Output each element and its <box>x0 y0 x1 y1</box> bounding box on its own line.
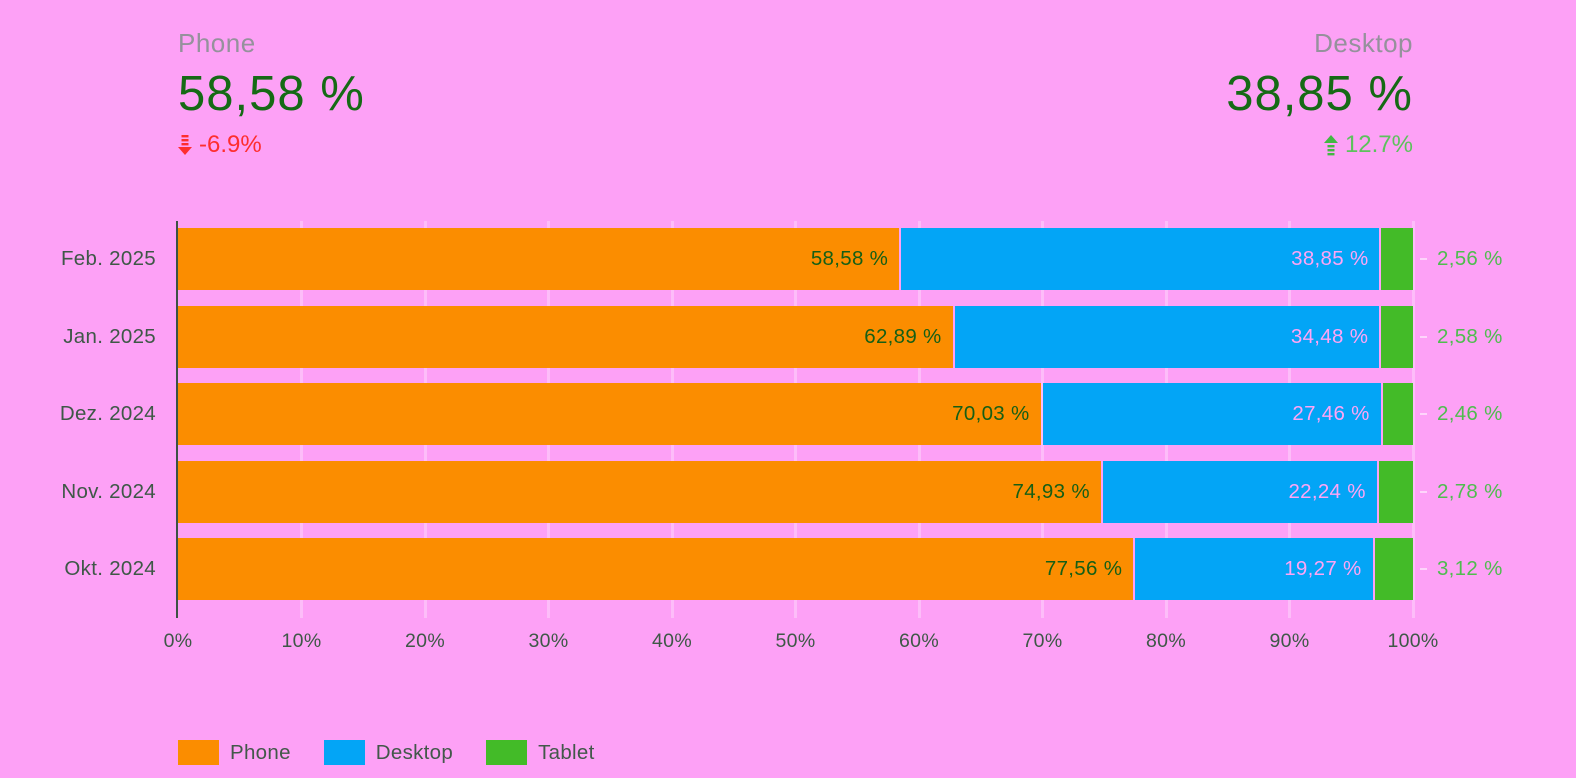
bar-value-label-phone: 62,89 % <box>864 324 942 348</box>
bar-row: 74,93 % 22,24 % 2,78 % <box>178 460 1502 523</box>
bar-value-label-desktop: 34,48 % <box>1290 324 1369 348</box>
bar-row: 62,89 % 34,48 % 2,58 % <box>178 305 1502 368</box>
legend-label: Phone <box>230 740 291 764</box>
scorecard-desktop-delta-value: 12.7% <box>1344 131 1413 158</box>
label-leader-dash <box>1420 490 1427 493</box>
x-axis-tick-label: 0% <box>163 630 193 652</box>
legend-swatch-desktop <box>323 740 365 765</box>
bar-value-label-desktop: 22,24 % <box>1288 479 1366 503</box>
bar-value-label-phone: 74,93 % <box>1012 479 1090 503</box>
label-leader-dash <box>1420 258 1427 260</box>
chart-legend: Phone Desktop Tablet <box>178 740 595 765</box>
up-arrow-icon <box>1323 134 1338 156</box>
x-axis-tick-label: 100% <box>1387 630 1439 652</box>
label-leader-dash <box>1420 335 1427 338</box>
legend-swatch-phone <box>178 740 219 765</box>
bar-segment-desktop[interactable]: 38,85 % <box>901 228 1380 290</box>
bar-segment-desktop[interactable]: 19,27 % <box>1135 538 1373 600</box>
bar-row: 77,56 % 19,27 % 3,12 % <box>178 538 1502 600</box>
scorecard-phone-delta: -6.9% <box>178 131 365 159</box>
bar-segment-tablet[interactable]: 2,56 % <box>1381 228 1502 290</box>
scorecard-desktop-title: Desktop <box>1314 28 1413 58</box>
x-axis-tick-label: 70% <box>1022 630 1063 652</box>
bar-value-label-tablet: 2,56 % <box>1437 247 1503 270</box>
y-axis-label: Nov. 2024 <box>61 479 156 503</box>
scorecard-phone-delta-value: -6.9% <box>199 131 262 158</box>
bar-value-label-tablet: 2,46 % <box>1437 402 1503 425</box>
bar-value-label-phone: 70,03 % <box>952 402 1030 425</box>
bar-segment-tablet[interactable]: 2,46 % <box>1382 383 1502 445</box>
bar-value-label-desktop: 19,27 % <box>1284 557 1362 580</box>
legend-item-desktop[interactable]: Desktop <box>323 740 454 765</box>
legend-label: Tablet <box>538 740 595 764</box>
bar-row: 58,58 % 38,85 % 2,56 % <box>178 228 1502 290</box>
legend-label: Desktop <box>375 740 454 764</box>
legend-swatch-tablet <box>486 740 528 765</box>
bar-value-label-desktop: 27,46 % <box>1292 402 1370 425</box>
bar-segment-desktop[interactable]: 34,48 % <box>954 305 1380 368</box>
bar-segment-desktop[interactable]: 22,24 % <box>1102 460 1377 523</box>
bar-segment-phone[interactable]: 74,93 % <box>178 460 1101 523</box>
bar-segment-phone[interactable]: 58,58 % <box>178 228 900 290</box>
x-axis-tick-label: 20% <box>405 630 445 652</box>
bar-value-label-phone: 77,56 % <box>1044 557 1123 580</box>
x-axis-tick-label: 80% <box>1146 630 1186 652</box>
y-axis-line <box>176 221 178 618</box>
down-arrow-icon <box>178 134 192 156</box>
scorecard-phone: Phone 58,58 % -6.9% <box>178 28 365 159</box>
y-axis-label: Feb. 2025 <box>60 247 156 270</box>
scorecard-desktop-value: 38,85 % <box>1226 67 1413 121</box>
bar-value-label-tablet: 2,58 % <box>1437 324 1503 348</box>
scorecard-phone-title: Phone <box>178 28 256 58</box>
scorecard-phone-value: 58,58 % <box>178 67 365 121</box>
bar-segment-tablet[interactable]: 2,58 % <box>1381 305 1502 368</box>
bar-segment-tablet[interactable]: 3,12 % <box>1374 538 1502 600</box>
label-leader-dash <box>1419 568 1427 570</box>
x-axis-tick-label: 30% <box>528 630 569 652</box>
gridline <box>1411 221 1415 618</box>
x-axis-tick-label: 10% <box>281 630 322 652</box>
bar-row: 70,03 % 27,46 % 2,46 % <box>178 383 1502 445</box>
legend-item-tablet[interactable]: Tablet <box>486 740 595 765</box>
y-axis-label: Jan. 2025 <box>63 324 156 348</box>
bar-segment-phone[interactable]: 62,89 % <box>178 305 953 368</box>
y-axis-label: Dez. 2024 <box>59 402 156 425</box>
label-leader-dash <box>1420 413 1427 415</box>
bar-value-label-desktop: 38,85 % <box>1291 247 1369 270</box>
bar-segment-phone[interactable]: 77,56 % <box>178 538 1134 600</box>
bar-segment-phone[interactable]: 70,03 % <box>178 383 1041 445</box>
bar-segment-tablet[interactable]: 2,78 % <box>1378 460 1502 523</box>
stacked-bar-chart: 58,58 % 38,85 % 2,56 % 62,89 % 34,48 % 2,58 %… <box>178 228 1502 616</box>
scorecard-desktop: Desktop 38,85 % 12.7% <box>1226 28 1413 159</box>
legend-item-phone[interactable]: Phone <box>178 740 291 765</box>
x-axis-tick-label: 60% <box>899 630 939 652</box>
bar-value-label-phone: 58,58 % <box>810 247 889 270</box>
x-axis-tick-label: 40% <box>652 630 692 652</box>
bar-segment-desktop[interactable]: 27,46 % <box>1042 383 1381 445</box>
bar-value-label-tablet: 3,12 % <box>1436 557 1503 580</box>
x-axis-tick-label: 50% <box>775 630 816 652</box>
bar-value-label-tablet: 2,78 % <box>1437 479 1503 503</box>
y-axis-label: Okt. 2024 <box>64 557 156 580</box>
scorecard-desktop-delta: 12.7% <box>1226 131 1413 159</box>
x-axis-tick-label: 90% <box>1269 630 1310 652</box>
